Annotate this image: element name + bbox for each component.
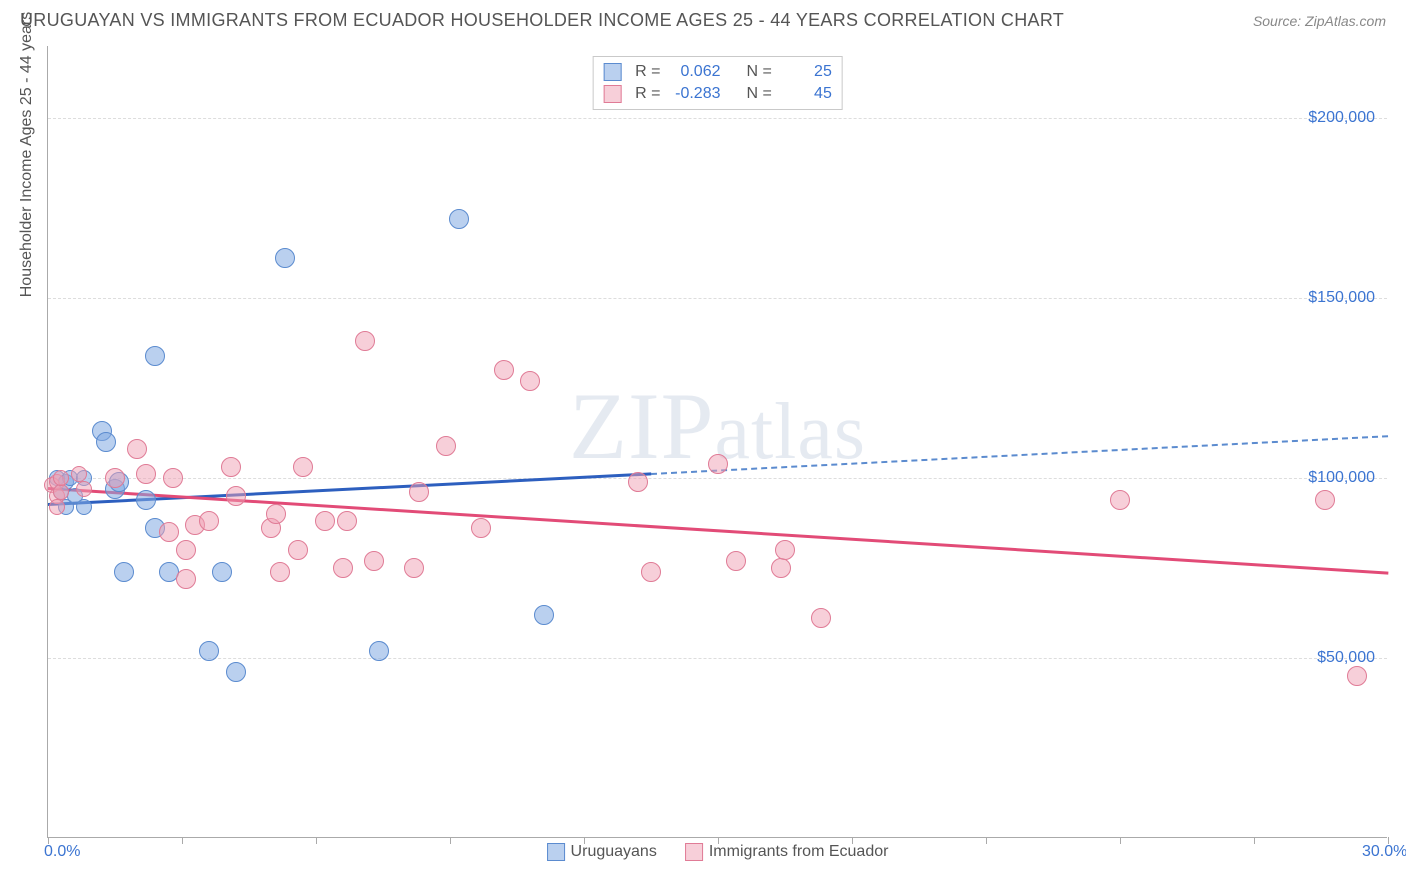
data-point bbox=[176, 540, 196, 560]
x-tick-mark bbox=[450, 837, 451, 844]
data-point bbox=[449, 209, 469, 229]
data-point bbox=[1110, 490, 1130, 510]
data-point bbox=[641, 562, 661, 582]
data-point bbox=[127, 439, 147, 459]
x-tick-mark bbox=[1254, 837, 1255, 844]
data-point bbox=[315, 511, 335, 531]
x-tick-mark bbox=[182, 837, 183, 844]
data-point bbox=[775, 540, 795, 560]
data-point bbox=[105, 468, 125, 488]
data-point bbox=[628, 472, 648, 492]
data-point bbox=[333, 558, 353, 578]
gridline-horizontal bbox=[48, 658, 1387, 659]
data-point bbox=[212, 562, 232, 582]
data-point bbox=[226, 486, 246, 506]
data-point bbox=[436, 436, 456, 456]
trend-line bbox=[48, 487, 1388, 575]
data-point bbox=[53, 470, 69, 486]
data-point bbox=[76, 481, 92, 497]
data-point bbox=[288, 540, 308, 560]
legend-r-value: -0.283 bbox=[669, 83, 721, 105]
data-point bbox=[293, 457, 313, 477]
data-point bbox=[275, 248, 295, 268]
data-point bbox=[226, 662, 246, 682]
y-axis-label: Householder Income Ages 25 - 44 years bbox=[18, 12, 36, 298]
data-point bbox=[199, 511, 219, 531]
x-tick-mark bbox=[1120, 837, 1121, 844]
data-point bbox=[369, 641, 389, 661]
data-point bbox=[1315, 490, 1335, 510]
data-point bbox=[114, 562, 134, 582]
data-point bbox=[708, 454, 728, 474]
legend-n-label: N = bbox=[747, 83, 772, 105]
correlation-legend: R = 0.062 N = 25 R = -0.283 N = 45 bbox=[592, 56, 843, 110]
legend-n-label: N = bbox=[747, 61, 772, 83]
x-tick-label: 30.0% bbox=[1362, 843, 1406, 861]
trend-line-extrapolated bbox=[651, 435, 1388, 475]
y-tick-label: $150,000 bbox=[1308, 289, 1375, 307]
data-point bbox=[494, 360, 514, 380]
legend-r-label: R = bbox=[635, 61, 660, 83]
gridline-horizontal bbox=[48, 478, 1387, 479]
data-point bbox=[364, 551, 384, 571]
data-point bbox=[270, 562, 290, 582]
gridline-horizontal bbox=[48, 118, 1387, 119]
series-legend-item: Immigrants from Ecuador bbox=[685, 843, 889, 861]
data-point bbox=[404, 558, 424, 578]
legend-r-label: R = bbox=[635, 83, 660, 105]
data-point bbox=[811, 608, 831, 628]
data-point bbox=[199, 641, 219, 661]
series-legend-item: Uruguayans bbox=[547, 843, 657, 861]
data-point bbox=[771, 558, 791, 578]
data-point bbox=[53, 484, 69, 500]
data-point bbox=[163, 468, 183, 488]
data-point bbox=[534, 605, 554, 625]
legend-swatch bbox=[547, 843, 565, 861]
source-attribution: Source: ZipAtlas.com bbox=[1253, 13, 1386, 29]
chart-title: URUGUAYAN VS IMMIGRANTS FROM ECUADOR HOU… bbox=[20, 10, 1064, 31]
data-point bbox=[145, 346, 165, 366]
data-point bbox=[471, 518, 491, 538]
correlation-legend-row: R = 0.062 N = 25 bbox=[603, 61, 832, 83]
data-point bbox=[520, 371, 540, 391]
data-point bbox=[96, 432, 116, 452]
data-point bbox=[355, 331, 375, 351]
series-legend: Uruguayans Immigrants from Ecuador bbox=[547, 843, 889, 861]
x-tick-mark bbox=[316, 837, 317, 844]
data-point bbox=[726, 551, 746, 571]
gridline-horizontal bbox=[48, 298, 1387, 299]
series-name: Immigrants from Ecuador bbox=[709, 843, 889, 860]
x-tick-mark bbox=[986, 837, 987, 844]
y-tick-label: $200,000 bbox=[1308, 109, 1375, 127]
data-point bbox=[136, 490, 156, 510]
x-tick-label: 0.0% bbox=[44, 843, 80, 861]
data-point bbox=[159, 522, 179, 542]
series-name: Uruguayans bbox=[571, 843, 657, 860]
legend-swatch bbox=[685, 843, 703, 861]
data-point bbox=[221, 457, 241, 477]
data-point bbox=[76, 499, 92, 515]
y-tick-label: $100,000 bbox=[1308, 469, 1375, 487]
correlation-legend-row: R = -0.283 N = 45 bbox=[603, 83, 832, 105]
y-tick-label: $50,000 bbox=[1317, 649, 1375, 667]
data-point bbox=[136, 464, 156, 484]
data-point bbox=[49, 499, 65, 515]
data-point bbox=[176, 569, 196, 589]
legend-n-value: 25 bbox=[780, 61, 832, 83]
data-point bbox=[337, 511, 357, 531]
legend-swatch bbox=[603, 63, 621, 81]
data-point bbox=[409, 482, 429, 502]
scatter-chart: ZIPatlas $50,000$100,000$150,000$200,000… bbox=[47, 46, 1387, 838]
legend-swatch bbox=[603, 85, 621, 103]
legend-r-value: 0.062 bbox=[669, 61, 721, 83]
data-point bbox=[1347, 666, 1367, 686]
data-point bbox=[266, 504, 286, 524]
legend-n-value: 45 bbox=[780, 83, 832, 105]
